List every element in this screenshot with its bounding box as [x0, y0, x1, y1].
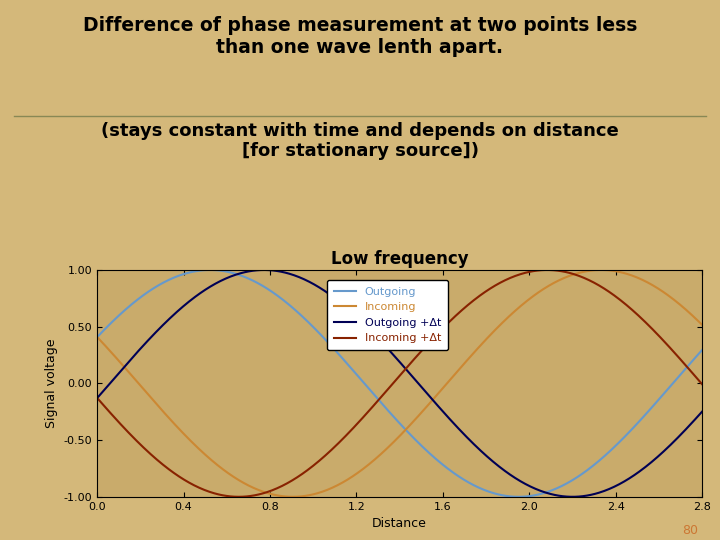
X-axis label: Distance: Distance [372, 517, 427, 530]
Legend: Outgoing, Incoming, Outgoing +Δt, Incoming +Δt: Outgoing, Incoming, Outgoing +Δt, Incomi… [327, 280, 448, 350]
Title: Low frequency: Low frequency [330, 251, 469, 268]
Y-axis label: Signal voltage: Signal voltage [45, 339, 58, 428]
Text: (stays constant with time and depends on distance
[for stationary source]): (stays constant with time and depends on… [101, 122, 619, 160]
Text: Difference of phase measurement at two points less
than one wave lenth apart.: Difference of phase measurement at two p… [83, 16, 637, 57]
Text: 80: 80 [683, 524, 698, 537]
